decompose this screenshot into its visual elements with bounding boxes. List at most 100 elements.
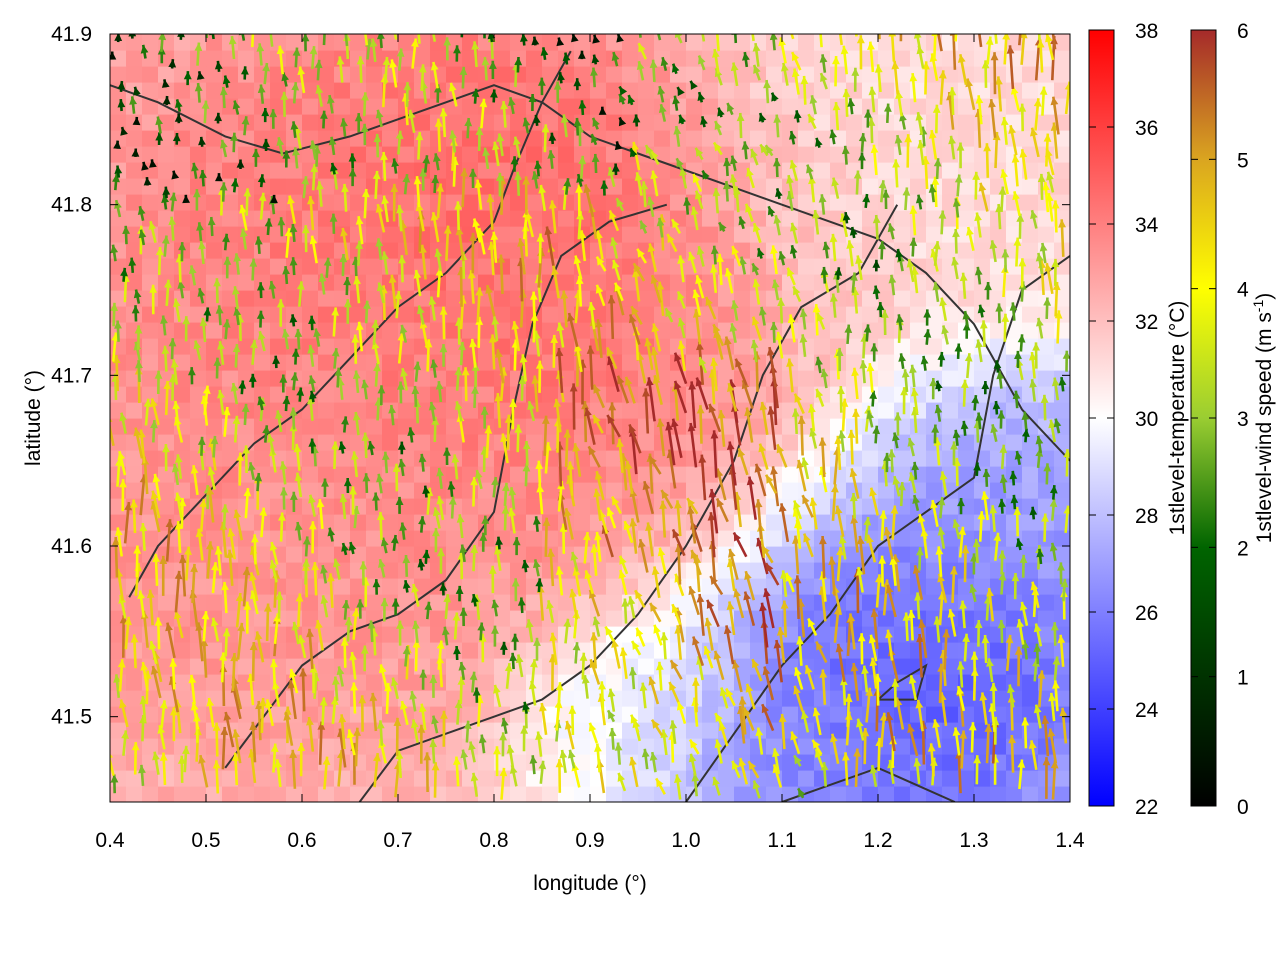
heatmap-cell (574, 754, 591, 771)
heatmap-cell (718, 530, 735, 547)
heatmap-cell (606, 386, 623, 403)
heatmap-cell (238, 50, 255, 67)
heatmap-cell (990, 546, 1007, 563)
y-tick-label: 41.8 (51, 194, 92, 217)
heatmap-cell (430, 178, 447, 195)
heatmap-cell (366, 130, 383, 147)
heatmap-cell (334, 322, 351, 339)
heatmap-cell (462, 306, 479, 323)
heatmap-cell (734, 338, 751, 355)
heatmap-cell (366, 66, 383, 83)
heatmap-cell (702, 690, 719, 707)
heatmap-cell (334, 482, 351, 499)
wind-colorbar-label: 1stlevel-wind speed (m s-1) (1250, 293, 1276, 544)
heatmap-cell (1022, 546, 1039, 563)
heatmap-cell (830, 658, 847, 675)
heatmap-cell (558, 786, 575, 802)
heatmap-cell (142, 706, 159, 723)
heatmap-cell (430, 594, 447, 611)
heatmap-cell (510, 754, 527, 771)
heatmap-cell (846, 594, 863, 611)
heatmap-cell (318, 434, 335, 451)
heatmap-cell (814, 610, 831, 627)
heatmap-cell (942, 770, 959, 787)
colorbar-tick-label: 0 (1237, 796, 1249, 819)
colorbar-tick-label: 1 (1237, 667, 1249, 690)
heatmap-cell (142, 82, 159, 99)
heatmap-cell (606, 450, 623, 467)
heatmap-cell (750, 82, 767, 99)
heatmap-cell (334, 418, 351, 435)
wind-vector (878, 34, 881, 40)
heatmap-cell (926, 674, 943, 691)
heatmap-cell (670, 66, 687, 83)
heatmap-cell (318, 626, 335, 643)
heatmap-cell (798, 770, 815, 787)
heatmap-cell (606, 706, 623, 723)
heatmap-cell (654, 786, 671, 802)
heatmap-cell (318, 610, 335, 627)
heatmap-cell (398, 786, 415, 802)
heatmap-cell (590, 578, 607, 595)
heatmap-cell (974, 530, 991, 547)
heatmap-cell (1022, 370, 1039, 387)
heatmap-cell (238, 754, 255, 771)
heatmap-cell (606, 66, 623, 83)
heatmap-cell (318, 322, 335, 339)
heatmap-cell (398, 770, 415, 787)
colorbar-tick-label: 38 (1135, 20, 1158, 43)
heatmap-cell (110, 722, 127, 739)
heatmap-cell (238, 642, 255, 659)
heatmap-cell (718, 770, 735, 787)
heatmap-cell (206, 226, 223, 243)
heatmap-cell (766, 690, 783, 707)
heatmap-cell (798, 354, 815, 371)
heatmap-cell (526, 626, 543, 643)
heatmap-cell (542, 530, 559, 547)
heatmap-cell (574, 482, 591, 499)
heatmap-cell (750, 642, 767, 659)
heatmap-cell (750, 626, 767, 643)
heatmap-cell (302, 434, 319, 451)
heatmap-cell (974, 242, 991, 259)
heatmap-cell (254, 386, 271, 403)
heatmap-cell (942, 546, 959, 563)
heatmap-cell (798, 754, 815, 771)
heatmap-cell (846, 786, 863, 802)
heatmap-cell (414, 434, 431, 451)
heatmap-cell (926, 226, 943, 243)
heatmap-cell (462, 514, 479, 531)
heatmap-cell (110, 386, 127, 403)
colorbar-tick-label: 24 (1135, 699, 1159, 722)
heatmap-cell (718, 514, 735, 531)
heatmap-cell (526, 66, 543, 83)
heatmap-cell (542, 738, 559, 755)
colorbar-tick-label: 4 (1237, 279, 1249, 302)
heatmap-cell (270, 306, 287, 323)
heatmap-cell (638, 322, 655, 339)
heatmap-cell (318, 226, 335, 243)
heatmap-cell (366, 146, 383, 163)
heatmap-cell (798, 386, 815, 403)
heatmap-cell (478, 386, 495, 403)
heatmap-cell (350, 706, 367, 723)
heatmap-cell (990, 146, 1007, 163)
heatmap-cell (142, 194, 159, 211)
heatmap-cell (398, 626, 415, 643)
heatmap-cell (558, 98, 575, 115)
heatmap-cell (766, 418, 783, 435)
heatmap-cell (158, 498, 175, 515)
heatmap-cell (1038, 370, 1055, 387)
heatmap-cell (718, 322, 735, 339)
heatmap-cell (862, 578, 879, 595)
heatmap-cell (862, 386, 879, 403)
heatmap-cell (942, 418, 959, 435)
heatmap-cell (126, 178, 143, 195)
heatmap-cell (686, 354, 703, 371)
heatmap-cell (206, 370, 223, 387)
colorbar-tick-label: 32 (1135, 311, 1158, 334)
heatmap-cell (350, 690, 367, 707)
heatmap-cell (318, 242, 335, 259)
heatmap-cell (638, 722, 655, 739)
